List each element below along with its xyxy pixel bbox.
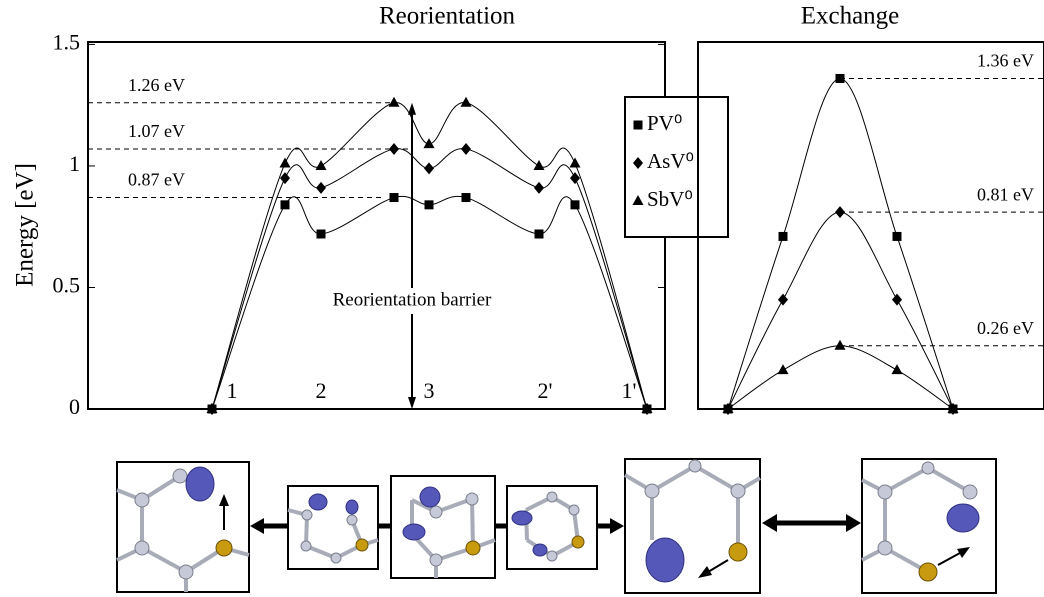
marker-diamond bbox=[570, 172, 580, 185]
series-line bbox=[727, 345, 954, 410]
arrow-head bbox=[250, 518, 264, 534]
arrow-head bbox=[408, 102, 416, 115]
barrier-label: Reorientation barrier bbox=[333, 289, 492, 310]
marker-square bbox=[892, 231, 902, 241]
series-line bbox=[727, 211, 954, 410]
marker-triangle bbox=[206, 403, 218, 413]
marker-triangle bbox=[460, 96, 472, 107]
marker-triangle bbox=[641, 403, 653, 413]
chart-title: Exchange bbox=[801, 3, 900, 30]
legend-label: PV⁰ bbox=[647, 111, 682, 135]
marker-triangle bbox=[423, 138, 435, 149]
structure-5 bbox=[623, 458, 762, 594]
marker-diamond bbox=[316, 181, 326, 194]
marker-triangle bbox=[569, 157, 581, 168]
marker-diamond bbox=[280, 172, 290, 185]
arrow-head bbox=[846, 514, 861, 532]
marker-triangle bbox=[777, 364, 789, 375]
structure-1 bbox=[116, 461, 250, 593]
marker-square bbox=[316, 229, 326, 239]
annotation-label: 1.36 eV bbox=[977, 51, 1034, 71]
structure-6 bbox=[861, 458, 997, 594]
annotation-label: 0.81 eV bbox=[977, 184, 1034, 204]
marker-square bbox=[835, 73, 845, 83]
structure-2 bbox=[287, 485, 379, 570]
marker-diamond bbox=[835, 206, 845, 219]
x-tick-label: 1' bbox=[622, 378, 637, 403]
structure-3 bbox=[390, 475, 496, 579]
legend-box bbox=[624, 96, 729, 238]
marker-triangle bbox=[315, 159, 327, 170]
arrow-head bbox=[610, 518, 624, 534]
marker-square bbox=[424, 200, 434, 210]
marker-square bbox=[389, 193, 399, 203]
marker-triangle bbox=[834, 339, 846, 350]
marker-square bbox=[461, 193, 471, 203]
marker-triangle bbox=[533, 159, 545, 170]
marker-triangle bbox=[722, 403, 734, 413]
structure-4 bbox=[506, 485, 598, 570]
marker-triangle bbox=[947, 403, 959, 413]
legend-label: SbV⁰ bbox=[647, 187, 693, 211]
y-tick-label: 1.5 bbox=[53, 29, 81, 54]
annotation-label: 0.26 eV bbox=[977, 318, 1034, 338]
chart-title: Reorientation bbox=[379, 3, 516, 30]
marker-square bbox=[280, 200, 290, 210]
legend-marker bbox=[632, 195, 644, 205]
arrow-head bbox=[762, 514, 777, 532]
marker-square bbox=[534, 229, 544, 239]
x-tick-label: 3 bbox=[424, 378, 435, 403]
y-tick-label: 0 bbox=[69, 394, 80, 419]
marker-diamond bbox=[534, 181, 544, 194]
marker-diamond bbox=[892, 293, 902, 306]
marker-diamond bbox=[424, 162, 434, 175]
arrow-head bbox=[408, 397, 416, 409]
structure-panels bbox=[116, 458, 997, 594]
plot-1 bbox=[722, 73, 959, 415]
series-line bbox=[727, 77, 954, 410]
marker-diamond bbox=[461, 142, 471, 155]
marker-square bbox=[570, 200, 580, 210]
marker-diamond bbox=[389, 142, 399, 155]
y-tick-label: 0.5 bbox=[53, 273, 81, 298]
x-tick-label: 2' bbox=[538, 378, 553, 403]
label-bg bbox=[292, 288, 532, 314]
x-tick-label: 1 bbox=[227, 378, 238, 403]
marker-triangle bbox=[388, 96, 400, 107]
y-tick-label: 1 bbox=[69, 151, 80, 176]
annotation-label: 0.87 eV bbox=[128, 170, 185, 190]
legend-label: AsV⁰ bbox=[647, 149, 694, 173]
annotation-label: 1.07 eV bbox=[128, 121, 185, 141]
marker-triangle bbox=[279, 157, 291, 168]
y-axis-label: Energy [eV] bbox=[12, 163, 39, 287]
legend-marker bbox=[633, 120, 643, 130]
plot-0 bbox=[206, 96, 653, 415]
plot-frame bbox=[87, 41, 666, 410]
annotation-label: 1.26 eV bbox=[128, 75, 185, 95]
plot-frame bbox=[697, 41, 1044, 410]
x-tick-label: 2 bbox=[316, 378, 327, 403]
legend-marker bbox=[633, 157, 643, 169]
marker-triangle bbox=[891, 364, 903, 375]
series-line bbox=[211, 148, 648, 410]
marker-square bbox=[778, 231, 788, 241]
marker-diamond bbox=[778, 293, 788, 306]
